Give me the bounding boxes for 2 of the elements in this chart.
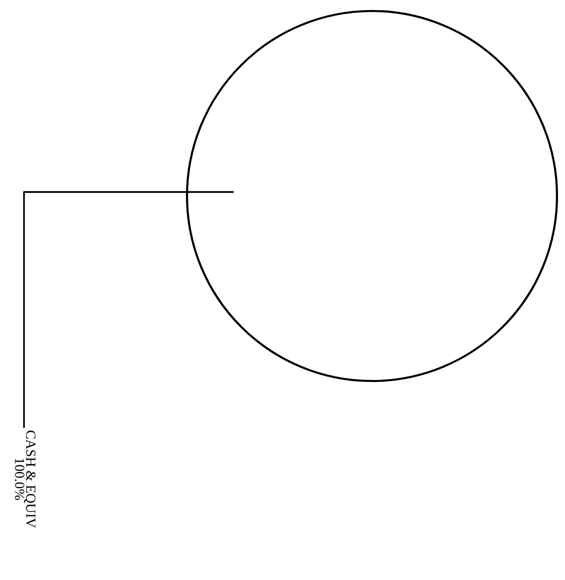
slice-label: CASH & EQUIV xyxy=(24,430,36,528)
data-label: 100.0% xyxy=(14,458,24,500)
